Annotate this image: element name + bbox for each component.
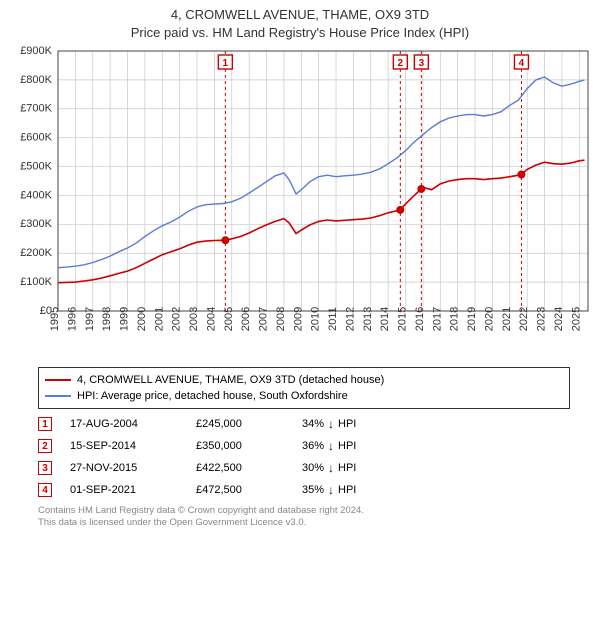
sale-marker-icon: 1	[38, 417, 52, 431]
sale-delta: 30% ↓ HPI	[302, 461, 388, 475]
svg-text:2016: 2016	[414, 307, 426, 331]
svg-text:2006: 2006	[240, 307, 252, 331]
legend-swatch	[45, 379, 71, 381]
sale-delta: 36% ↓ HPI	[302, 439, 388, 453]
title-line-1: 4, CROMWELL AVENUE, THAME, OX9 3TD	[0, 6, 600, 24]
svg-text:2024: 2024	[553, 307, 565, 331]
svg-text:2005: 2005	[223, 307, 235, 331]
svg-text:3: 3	[419, 58, 425, 69]
down-arrow-icon: ↓	[328, 483, 334, 497]
svg-text:£900K: £900K	[20, 45, 52, 57]
svg-text:2003: 2003	[188, 307, 200, 331]
legend-swatch	[45, 395, 71, 397]
sale-date: 27-NOV-2015	[70, 462, 178, 474]
sale-delta: 35% ↓ HPI	[302, 483, 388, 497]
down-arrow-icon: ↓	[328, 439, 334, 453]
legend-label: HPI: Average price, detached house, Sout…	[77, 390, 348, 402]
sale-delta: 34% ↓ HPI	[302, 417, 388, 431]
svg-text:2: 2	[398, 58, 404, 69]
svg-text:2009: 2009	[292, 307, 304, 331]
svg-text:1999: 1999	[119, 307, 131, 331]
svg-text:£600K: £600K	[20, 132, 52, 144]
svg-text:1996: 1996	[66, 307, 78, 331]
svg-text:2013: 2013	[362, 307, 374, 331]
svg-text:£700K: £700K	[20, 103, 52, 115]
sale-row: 4 01-SEP-2021 £472,500 35% ↓ HPI	[38, 479, 570, 501]
down-arrow-icon: ↓	[328, 461, 334, 475]
svg-text:1995: 1995	[49, 307, 61, 331]
legend-label: 4, CROMWELL AVENUE, THAME, OX9 3TD (deta…	[77, 374, 384, 386]
sale-row: 1 17-AUG-2004 £245,000 34% ↓ HPI	[38, 413, 570, 435]
footer-line: Contains HM Land Registry data © Crown c…	[38, 505, 570, 517]
svg-text:2012: 2012	[344, 307, 356, 331]
sale-marker-icon: 2	[38, 439, 52, 453]
svg-text:2020: 2020	[483, 307, 495, 331]
sale-price: £422,500	[196, 462, 284, 474]
svg-text:2002: 2002	[171, 307, 183, 331]
svg-text:2017: 2017	[431, 307, 443, 331]
svg-text:2014: 2014	[379, 307, 391, 331]
svg-text:£500K: £500K	[20, 161, 52, 173]
footer-line: This data is licensed under the Open Gov…	[38, 517, 570, 529]
sale-date: 15-SEP-2014	[70, 440, 178, 452]
sale-marker-icon: 4	[38, 483, 52, 497]
svg-text:£400K: £400K	[20, 189, 52, 201]
svg-text:1998: 1998	[101, 307, 113, 331]
svg-text:2018: 2018	[449, 307, 461, 331]
svg-text:2010: 2010	[310, 307, 322, 331]
svg-text:2025: 2025	[570, 307, 582, 331]
sale-row: 2 15-SEP-2014 £350,000 36% ↓ HPI	[38, 435, 570, 457]
sale-date: 01-SEP-2021	[70, 484, 178, 496]
svg-text:2001: 2001	[153, 307, 165, 331]
svg-text:£800K: £800K	[20, 74, 52, 86]
svg-text:2008: 2008	[275, 307, 287, 331]
price-chart: £0£100K£200K£300K£400K£500K£600K£700K£80…	[0, 41, 600, 361]
svg-text:1: 1	[223, 58, 229, 69]
title-line-2: Price paid vs. HM Land Registry's House …	[0, 24, 600, 42]
svg-text:2019: 2019	[466, 307, 478, 331]
chart-header: 4, CROMWELL AVENUE, THAME, OX9 3TD Price…	[0, 0, 600, 41]
svg-text:2015: 2015	[397, 307, 409, 331]
svg-text:4: 4	[519, 58, 525, 69]
down-arrow-icon: ↓	[328, 417, 334, 431]
sale-price: £245,000	[196, 418, 284, 430]
svg-text:1997: 1997	[84, 307, 96, 331]
sale-marker-icon: 3	[38, 461, 52, 475]
sale-table: 1 17-AUG-2004 £245,000 34% ↓ HPI 2 15-SE…	[38, 413, 570, 501]
svg-text:2007: 2007	[258, 307, 270, 331]
sale-row: 3 27-NOV-2015 £422,500 30% ↓ HPI	[38, 457, 570, 479]
svg-text:2021: 2021	[501, 307, 513, 331]
svg-text:£200K: £200K	[20, 247, 52, 259]
legend-item: HPI: Average price, detached house, Sout…	[45, 388, 563, 404]
sale-date: 17-AUG-2004	[70, 418, 178, 430]
legend-item: 4, CROMWELL AVENUE, THAME, OX9 3TD (deta…	[45, 372, 563, 388]
sale-price: £350,000	[196, 440, 284, 452]
svg-text:2000: 2000	[136, 307, 148, 331]
footer: Contains HM Land Registry data © Crown c…	[38, 505, 570, 530]
svg-text:2022: 2022	[518, 307, 530, 331]
svg-text:£100K: £100K	[20, 276, 52, 288]
svg-text:£300K: £300K	[20, 218, 52, 230]
svg-text:2004: 2004	[205, 307, 217, 331]
sale-price: £472,500	[196, 484, 284, 496]
svg-text:2023: 2023	[536, 307, 548, 331]
legend: 4, CROMWELL AVENUE, THAME, OX9 3TD (deta…	[38, 367, 570, 409]
